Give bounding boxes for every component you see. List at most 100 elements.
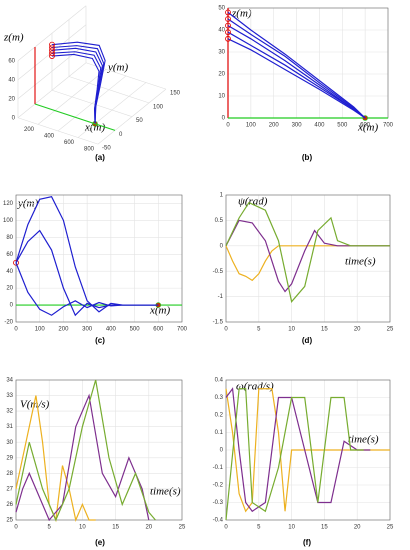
y-tick-label: 100 bbox=[3, 218, 14, 224]
line bbox=[15, 229, 159, 317]
x-tick-label: 15 bbox=[321, 327, 328, 333]
line bbox=[225, 388, 390, 513]
z-tick-label: 60 bbox=[8, 58, 15, 64]
caption: (b) bbox=[302, 153, 313, 162]
x-axis-label: time(s) bbox=[345, 256, 376, 268]
grid-line bbox=[17, 117, 99, 145]
x-tick-label: 25 bbox=[387, 327, 394, 333]
y-tick-label: -0.5 bbox=[213, 269, 224, 275]
x-tick-label: 0 bbox=[224, 525, 228, 531]
y-tick-label: 34 bbox=[6, 378, 13, 384]
z-axis-label: z(m) bbox=[3, 32, 24, 44]
y-tick-label: 0.2 bbox=[215, 413, 224, 419]
y-tick-label: 30 bbox=[218, 50, 225, 56]
y-tick-label: 40 bbox=[6, 269, 13, 275]
x-tick-label: 20 bbox=[354, 327, 361, 333]
line bbox=[227, 38, 366, 119]
y-tick-label: 0.4 bbox=[215, 378, 224, 384]
x-tick-label: 10 bbox=[79, 525, 86, 531]
x-tick-label: 25 bbox=[179, 525, 186, 531]
x-tick-label: 400 bbox=[314, 123, 325, 129]
start-marker bbox=[49, 53, 55, 59]
x-tick-label: 200 bbox=[24, 127, 35, 133]
grid-line bbox=[17, 24, 87, 80]
y-tick-label: 50 bbox=[218, 6, 225, 12]
start-marker bbox=[225, 16, 231, 22]
y-axis-label: ψ(rad) bbox=[238, 196, 268, 208]
x-tick-label: 800 bbox=[84, 147, 95, 153]
x-tick-label: 0 bbox=[14, 327, 18, 333]
x-axis-label: x(m) bbox=[84, 122, 105, 134]
y-tick-label: -1.5 bbox=[213, 320, 224, 326]
x-axis-label: time(s) bbox=[348, 434, 379, 446]
x-tick-label: 200 bbox=[58, 327, 69, 333]
y-tick-label: 0 bbox=[222, 116, 226, 122]
y-tick-label: -0.2 bbox=[213, 483, 224, 489]
y-tick-label: 20 bbox=[6, 286, 13, 292]
line bbox=[15, 393, 150, 522]
y-axis-label: ω(rad/s) bbox=[236, 381, 274, 393]
line bbox=[15, 262, 159, 316]
x-tick-label: 300 bbox=[292, 123, 303, 129]
x-tick-label: 500 bbox=[130, 327, 141, 333]
y-tick-label: 0.5 bbox=[215, 218, 224, 224]
plot-frame bbox=[15, 379, 183, 521]
y-tick-label: -50 bbox=[102, 146, 111, 152]
x-tick-label: 700 bbox=[383, 123, 394, 129]
y-tick-label: 32 bbox=[6, 409, 13, 415]
y-tick-label: -0.1 bbox=[213, 465, 224, 471]
grid-line bbox=[17, 43, 87, 99]
y-tick-label: 0.1 bbox=[215, 430, 224, 436]
y-axis-label: y(m) bbox=[107, 62, 128, 74]
y-tick-label: 26 bbox=[6, 502, 13, 508]
x-axis-label: x(m) bbox=[149, 305, 170, 317]
caption: (d) bbox=[302, 336, 313, 345]
y-tick-label: 120 bbox=[3, 201, 14, 207]
z-tick-label: 20 bbox=[8, 96, 15, 102]
x-tick-label: 20 bbox=[145, 525, 152, 531]
start-marker bbox=[225, 29, 231, 36]
x-tick-label: 0 bbox=[226, 123, 230, 129]
z-tick-label: 0 bbox=[12, 115, 16, 121]
grid-line bbox=[17, 5, 87, 61]
y-tick-label: 0 bbox=[10, 303, 14, 309]
start-marker bbox=[49, 50, 55, 57]
x-tick-label: 15 bbox=[321, 525, 328, 531]
y-tick-label: 50 bbox=[136, 118, 143, 124]
x-tick-label: 200 bbox=[269, 123, 280, 129]
line bbox=[227, 11, 366, 119]
x-tick-label: 0 bbox=[224, 327, 228, 333]
grid-line bbox=[85, 62, 167, 90]
x-tick-label: 600 bbox=[153, 327, 164, 333]
line bbox=[227, 18, 366, 119]
x-tick-label: 5 bbox=[257, 327, 261, 333]
y-axis-label: z(m) bbox=[231, 8, 252, 20]
line bbox=[15, 395, 96, 523]
x-tick-label: 15 bbox=[112, 525, 119, 531]
x-tick-label: 25 bbox=[387, 525, 394, 531]
x-tick-label: 300 bbox=[82, 327, 93, 333]
y-tick-label: -0.3 bbox=[213, 500, 224, 506]
x-tick-label: 5 bbox=[257, 525, 261, 531]
grid-line bbox=[51, 89, 133, 117]
y-tick-label: 80 bbox=[6, 235, 13, 241]
x-tick-label: 5 bbox=[48, 525, 52, 531]
x-tick-label: 0 bbox=[14, 525, 18, 531]
line bbox=[227, 25, 366, 119]
y-tick-label: 60 bbox=[6, 252, 13, 258]
caption: (f) bbox=[303, 538, 311, 547]
y-tick-label: 30 bbox=[6, 440, 13, 446]
line bbox=[225, 388, 364, 521]
x-tick-label: 400 bbox=[106, 327, 117, 333]
x-tick-label: 10 bbox=[288, 525, 295, 531]
x-axis-label: x(m) bbox=[357, 122, 378, 134]
start-marker bbox=[49, 41, 55, 48]
y-axis-label: V(m/s) bbox=[20, 399, 50, 411]
y-tick-label: 1 bbox=[220, 193, 224, 199]
plot-frame bbox=[15, 194, 183, 323]
line bbox=[225, 245, 390, 282]
y-tick-label: 0 bbox=[119, 132, 123, 138]
y-tick-label: 40 bbox=[218, 28, 225, 34]
grid-line bbox=[17, 62, 87, 118]
